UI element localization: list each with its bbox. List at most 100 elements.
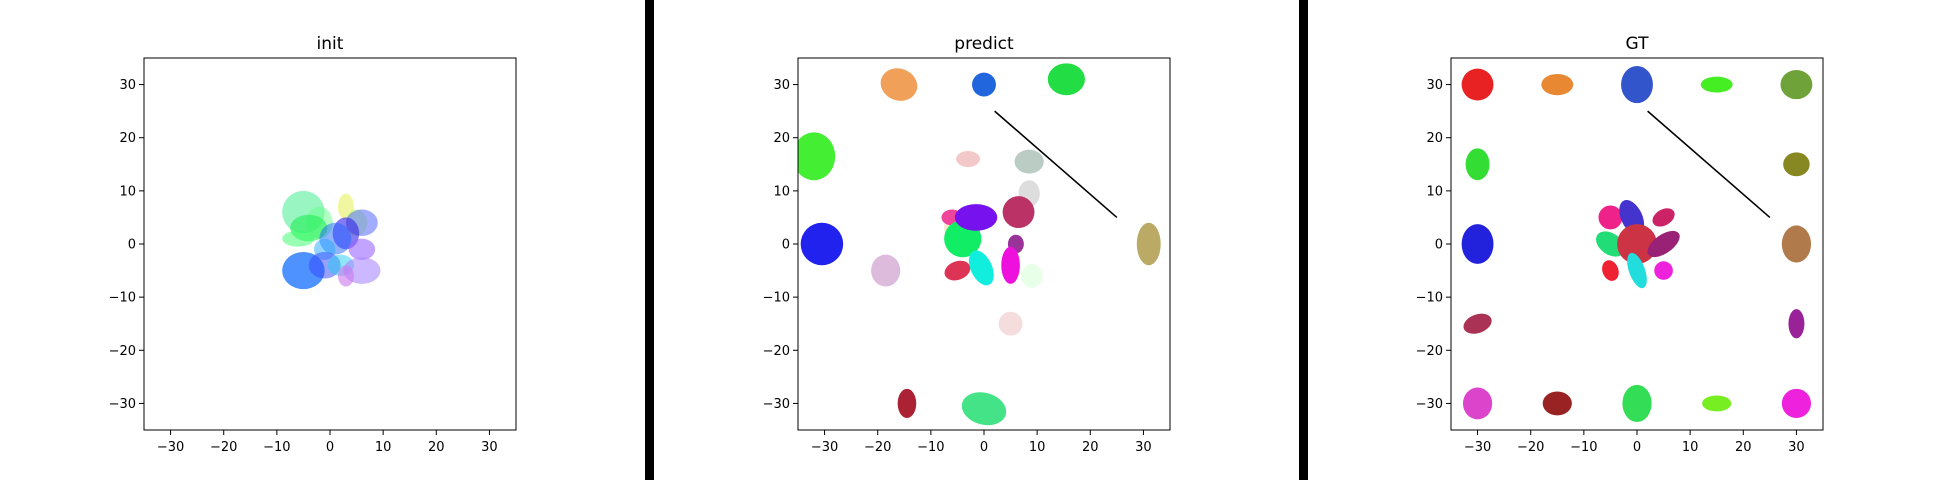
panel-divider-left [645,0,654,480]
y-tick-label: 10 [1426,184,1443,199]
y-tick-label: −10 [763,291,790,306]
x-tick-label: 0 [326,440,334,455]
y-tick-label: −20 [1416,344,1443,359]
x-tick-label: 10 [375,440,392,455]
ellipse-marker [1136,222,1161,266]
y-tick-label: −10 [1416,291,1443,306]
ellipse-marker [897,388,917,419]
ellipse-marker [1622,384,1652,423]
ellipse-marker [968,250,994,286]
ellipse-marker [1596,231,1625,257]
y-tick-label: −30 [1416,397,1443,412]
y-tick-label: 20 [773,131,790,146]
ellipse-marker [348,238,376,260]
ellipse-marker [1627,252,1647,289]
ellipse-marker [1780,69,1813,100]
ellipse-marker [871,254,901,287]
ellipse-marker [1461,224,1494,264]
ellipse-marker [1783,152,1810,177]
y-tick-label: 10 [773,184,790,199]
ellipse-marker [954,204,998,231]
panel-divider-right [1299,0,1308,480]
ellipse-marker [1781,225,1812,263]
x-tick-label: −20 [864,440,891,455]
ellipse-marker [1002,196,1035,229]
x-tick-label: 0 [1633,440,1641,455]
plot-area [282,190,381,290]
y-tick-label: −30 [109,397,136,412]
ellipse-marker [1541,73,1574,96]
ellipse-marker [1602,260,1619,281]
x-tick-label: 0 [980,440,988,455]
x-tick-label: 10 [1682,440,1699,455]
ellipse-marker [998,311,1023,336]
ellipse-marker [1047,63,1085,96]
x-tick-label: 30 [1788,440,1805,455]
x-tick-label: −20 [1517,440,1544,455]
x-tick-label: 20 [1082,440,1099,455]
ellipse-marker [956,151,981,167]
ellipse-marker [1654,261,1673,280]
ellipse-marker [972,72,996,97]
x-tick-label: 30 [1135,440,1152,455]
plot-area [798,63,1161,426]
ellipse-marker [1462,387,1493,420]
panel-predict: predict −30 −20 −10 0 10 20 30 −30 −20 −10 0 10 20 30 [763,34,1171,455]
ellipse-marker [1647,230,1680,258]
y-tick-label: 30 [773,78,790,93]
ellipse-marker [944,260,971,281]
x-tick-label: −30 [1464,440,1491,455]
ellipse-marker [1014,149,1044,174]
y-tick-label: 0 [128,238,136,253]
ellipse-marker [880,68,918,101]
x-tick-label: −10 [263,440,290,455]
x-tick-label: 10 [1029,440,1046,455]
panel-title: predict [954,34,1014,54]
ellipse-marker [1598,205,1623,230]
y-tick-label: 20 [119,131,136,146]
plot-area [1461,65,1813,423]
ellipse-marker [1702,395,1732,412]
panel-init: init −30 −20 −10 0 10 20 30 −30 −20 −10 0 10 20 30 [109,34,517,455]
y-tick-label: −20 [763,344,790,359]
ellipse-marker [1621,65,1653,104]
x-tick-label: 20 [1735,440,1752,455]
y-tick-label: 30 [119,78,136,93]
ellipse-marker [1465,148,1490,181]
ellipse-marker [1461,68,1494,101]
ellipse-marker [1542,391,1572,416]
x-tick-label: −30 [157,440,184,455]
ellipse-marker [1021,263,1043,288]
ellipse-marker [1001,246,1020,284]
x-tick-label: −10 [917,440,944,455]
panel-title: init [317,34,344,54]
line-segment [1647,110,1771,219]
ellipse-marker [800,222,844,266]
ellipse-marker [798,132,836,181]
ellipse-marker [1788,309,1805,339]
x-tick-label: 20 [428,440,445,455]
ellipse-marker [1781,388,1812,419]
x-tick-label: −20 [210,440,237,455]
ellipse-marker [282,230,315,247]
y-tick-label: 10 [119,184,136,199]
y-tick-label: −30 [763,397,790,412]
ellipse-marker [1463,313,1492,334]
panel-title: GT [1626,34,1650,54]
y-tick-label: 20 [1426,131,1443,146]
ellipse-marker [1700,76,1733,93]
line-segment [994,110,1118,219]
y-tick-label: −20 [109,344,136,359]
ellipse-marker [1617,224,1657,264]
ellipse-marker [337,265,354,287]
y-tick-label: 0 [782,238,790,253]
y-tick-label: −10 [109,291,136,306]
y-tick-label: 30 [1426,78,1443,93]
ellipse-marker [961,392,1007,426]
x-tick-label: −10 [1570,440,1597,455]
x-tick-label: −30 [811,440,838,455]
x-tick-label: 30 [481,440,498,455]
ellipse-marker [1652,208,1675,227]
panel-gt: GT −30 −20 −10 0 10 20 30 −30 −20 −10 0 10 20 30 [1416,34,1824,455]
